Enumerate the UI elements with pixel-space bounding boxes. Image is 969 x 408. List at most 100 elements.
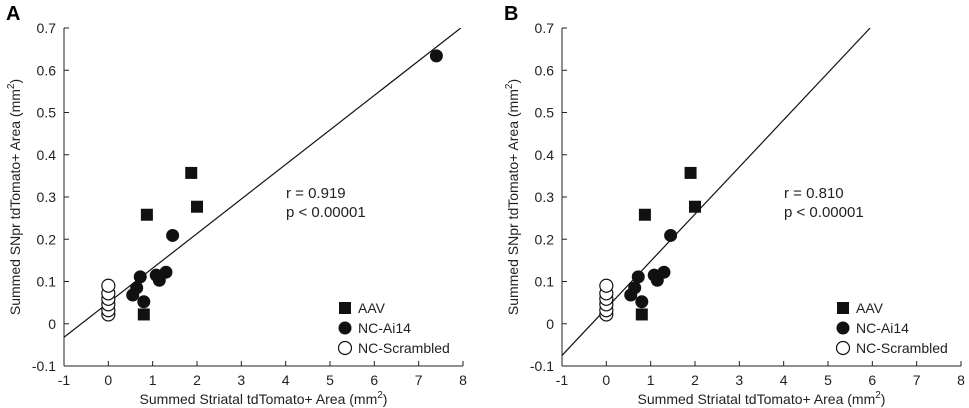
y-axis-label: Summed SNpr tdTomato+ Area (mm2) [6, 79, 23, 315]
panel-label: A [6, 3, 20, 25]
y-tick-label: 0.7 [535, 20, 555, 36]
x-tick-label: 0 [104, 372, 112, 388]
legend-marker [837, 302, 849, 314]
data-point-nc-ai14 [429, 49, 443, 63]
data-point-aav [638, 208, 651, 221]
data-point-aav [185, 166, 198, 179]
y-axis-label-end: ) [505, 79, 521, 84]
y-tick-label: 0.6 [535, 62, 555, 78]
data-point-nc-ai14 [133, 270, 147, 284]
data-point-nc-scrambled [101, 278, 116, 293]
data-point-nc-ai14 [664, 228, 678, 242]
data-point-nc-ai14 [159, 265, 173, 279]
x-tick-label: 4 [780, 372, 788, 388]
y-tick-label: 0.4 [535, 147, 555, 163]
legend-label: AAV [856, 300, 884, 316]
series-nc-ai14 [624, 228, 678, 309]
legend-marker [339, 302, 351, 314]
data-point-nc-ai14 [130, 281, 144, 295]
data-point-nc-ai14 [657, 265, 671, 279]
legend-label: NC-Scrambled [856, 340, 948, 356]
stat-p-value: p < 0.00001 [784, 204, 864, 221]
stat-p-value: p < 0.00001 [286, 204, 366, 221]
x-axis-label-sup: 2 [875, 390, 881, 401]
x-tick-label: 3 [735, 372, 743, 388]
data-point-aav [684, 166, 697, 179]
data-point-nc-ai14 [635, 295, 649, 309]
data-point-nc-ai14 [628, 281, 642, 295]
legend-marker [338, 321, 352, 335]
regression-line [562, 28, 871, 356]
x-tick-label: 6 [868, 372, 876, 388]
series-aav [635, 166, 701, 321]
y-tick-label: 0.1 [37, 274, 57, 290]
regression-line [64, 28, 462, 338]
x-tick-label: 5 [326, 372, 334, 388]
data-point-nc-ai14 [166, 228, 180, 242]
y-tick-label: 0.3 [535, 189, 555, 205]
legend-label: NC-Scrambled [358, 340, 450, 356]
x-axis-label-end: ) [881, 391, 886, 407]
y-tick-label: 0.5 [535, 105, 555, 121]
y-tick-label: -0.1 [32, 358, 56, 374]
stat-r-value: r = 0.810 [784, 185, 844, 202]
x-tick-label: 2 [691, 372, 699, 388]
y-tick-label: 0 [546, 316, 554, 332]
x-axis-label-sup: 2 [377, 390, 383, 401]
x-tick-label: 7 [415, 372, 423, 388]
y-tick-label: 0.3 [37, 189, 57, 205]
x-axis-label-end: ) [383, 391, 388, 407]
y-tick-label: 0.2 [37, 231, 57, 247]
data-point-aav [137, 308, 150, 321]
y-tick-label: 0 [48, 316, 56, 332]
series-nc-ai14 [126, 49, 443, 309]
data-point-nc-scrambled [599, 278, 614, 293]
y-tick-label: 0.5 [37, 105, 57, 121]
x-tick-label: 1 [647, 372, 655, 388]
y-axis-label-sup: 2 [6, 83, 17, 89]
panel-label: B [504, 3, 518, 25]
x-axis-label: Summed Striatal tdTomato+ Area (mm2) [638, 390, 886, 407]
x-tick-label: -1 [556, 372, 569, 388]
y-tick-label: -0.1 [530, 358, 554, 374]
data-point-nc-ai14 [137, 295, 151, 309]
x-tick-label: 4 [282, 372, 290, 388]
x-tick-label: 7 [913, 372, 921, 388]
data-point-aav [191, 200, 203, 213]
data-point-nc-ai14 [631, 270, 645, 284]
y-tick-label: 0.7 [37, 20, 57, 36]
stat-r-value: r = 0.919 [286, 185, 346, 202]
y-tick-label: 0.2 [535, 231, 555, 247]
y-tick-label: 0.1 [535, 274, 555, 290]
data-point-aav [635, 308, 648, 321]
y-tick-label: 0.6 [37, 62, 57, 78]
data-point-aav [689, 200, 701, 213]
legend-marker [835, 340, 851, 356]
x-tick-label: 3 [237, 372, 245, 388]
legend-marker [337, 340, 353, 356]
y-axis-label-end: ) [7, 79, 23, 84]
x-axis-label: Summed Striatal tdTomato+ Area (mm2) [140, 390, 388, 407]
chart-panel-b: B -1 0 1 2 3 4 5 6 7 8 -0.1 0 0.1 0.2 0.3 0.4 0.5 0.6 0.7 Su… [504, 3, 965, 407]
x-tick-label: 1 [149, 372, 157, 388]
x-tick-label: 0 [602, 372, 610, 388]
y-axis-label-sup: 2 [504, 83, 515, 89]
series-aav [137, 166, 203, 321]
y-tick-label: 0.4 [37, 147, 57, 163]
y-axis-label: Summed SNpr tdTomato+ Area (mm2) [504, 79, 521, 315]
x-tick-label: 8 [957, 372, 965, 388]
legend-label: AAV [358, 300, 386, 316]
x-tick-label: 6 [370, 372, 378, 388]
legend-marker [836, 321, 850, 335]
data-point-aav [140, 208, 153, 221]
series-nc-scrambled [599, 278, 614, 322]
chart-panel-a: A -1 0 1 2 3 4 5 6 7 8 -0.1 0 0.1 0.2 0.3 0.4 0.5 0.6 0.7 Su… [6, 3, 467, 407]
x-tick-label: -1 [58, 372, 71, 388]
x-tick-label: 5 [824, 372, 832, 388]
legend-label: NC-Ai14 [358, 320, 411, 336]
legend-label: NC-Ai14 [856, 320, 909, 336]
x-tick-label: 2 [193, 372, 201, 388]
x-tick-label: 8 [459, 372, 467, 388]
series-nc-scrambled [101, 278, 116, 322]
